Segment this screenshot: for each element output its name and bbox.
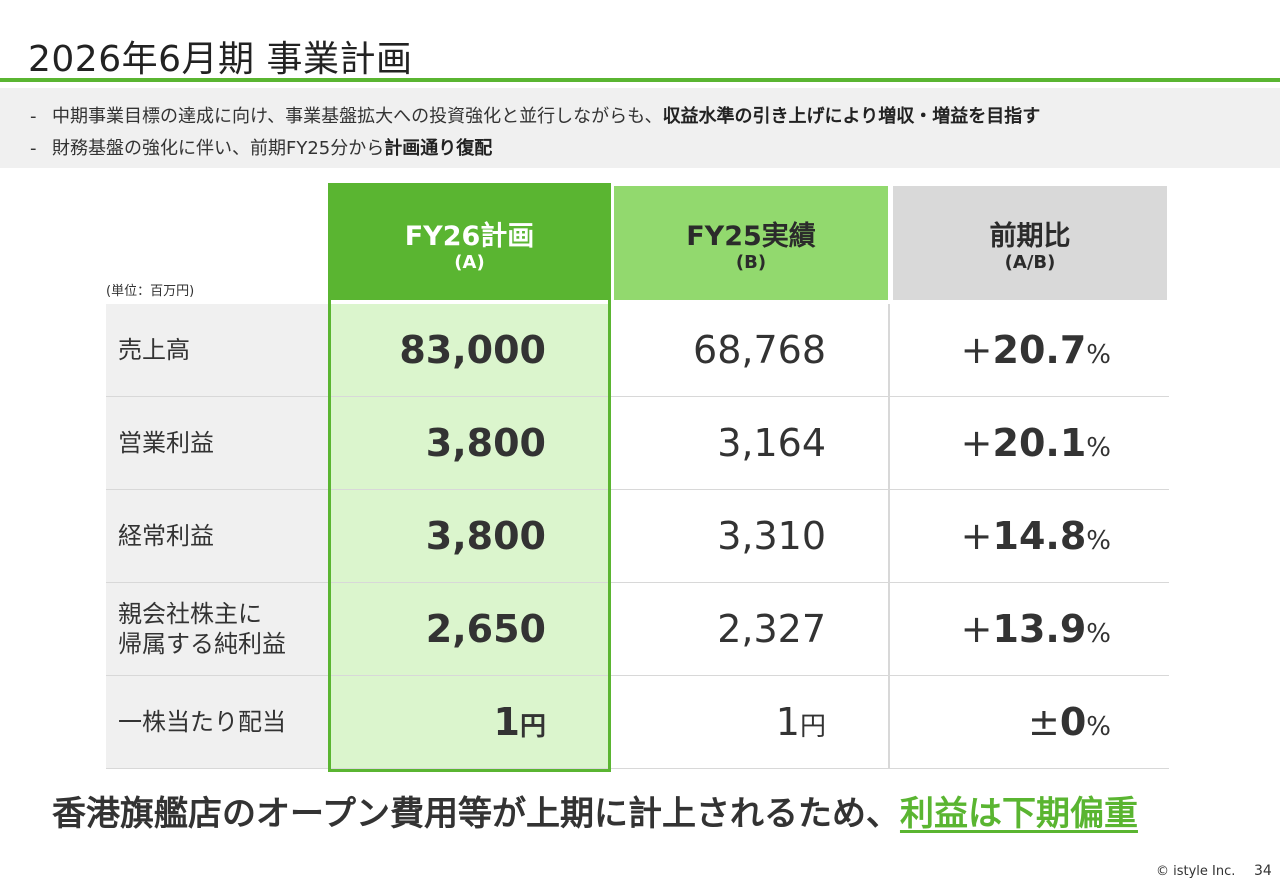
column-header-plan: FY26計画 (A)	[331, 186, 608, 300]
change-sign: ±	[1027, 700, 1060, 744]
change-sign: +	[960, 607, 993, 651]
table-row: 親会社株主に 帰属する純利益 2,650 2,327 +13.9%	[106, 583, 1169, 676]
plan-value: 3,800	[425, 514, 546, 558]
page-title: 2026年6月期 事業計画	[28, 39, 413, 80]
conclusion-body: 香港旗艦店のオープン費用等が上期に計上されるため、	[52, 794, 900, 834]
bullet-dash: -	[30, 138, 37, 159]
conclusion-highlight: 利益は下期偏重	[899, 794, 1138, 834]
actual-cell: 1円	[614, 676, 888, 768]
change-cell: +13.9%	[893, 583, 1169, 675]
table-row: 経常利益 3,800 3,310 +14.8%	[106, 490, 1169, 583]
plan-value: 1	[493, 700, 520, 744]
copyright: © istyle Inc.	[1156, 864, 1236, 879]
column-header-change: 前期比 (A/B)	[893, 186, 1167, 300]
change-value: 20.1	[992, 421, 1087, 465]
column-divider	[888, 304, 890, 769]
actual-cell: 68,768	[614, 304, 888, 396]
table-row: 売上高 83,000 68,768 +20.7%	[106, 304, 1169, 397]
change-sign: +	[960, 514, 993, 558]
bullet-item: - 中期事業目標の達成に向け、事業基盤拡大への投資強化と並行しながらも、収益水準の…	[30, 102, 1040, 128]
plan-value: 3,800	[425, 421, 546, 465]
row-divider	[106, 582, 1169, 583]
actual-cell: 2,327	[614, 583, 888, 675]
row-label: 経常利益	[106, 490, 328, 582]
plan-value: 2,650	[425, 607, 546, 651]
change-sign: +	[960, 328, 993, 372]
conclusion-text: 香港旗艦店のオープン費用等が上期に計上されるため、利益は下期偏重	[52, 786, 1138, 835]
plan-cell: 1円	[330, 676, 608, 768]
actual-value: 1	[775, 700, 800, 744]
change-value: 13.9	[992, 607, 1087, 651]
percent-sign: %	[1086, 712, 1111, 742]
title-underline	[0, 78, 1280, 82]
plan-cell: 83,000	[330, 304, 608, 396]
row-label: 売上高	[106, 304, 328, 396]
change-value: 14.8	[992, 514, 1087, 558]
column-header-label: FY25実績	[686, 221, 816, 252]
table-row: 営業利益 3,800 3,164 +20.1%	[106, 397, 1169, 490]
bullet-emphasis: 収益水準の引き上げにより増収・増益を目指す	[662, 106, 1041, 127]
row-label: 親会社株主に 帰属する純利益	[106, 583, 328, 675]
change-cell: ±0%	[893, 676, 1169, 768]
percent-sign: %	[1086, 340, 1111, 370]
actual-unit: 円	[799, 712, 826, 742]
plan-cell: 2,650	[330, 583, 608, 675]
actual-cell: 3,164	[614, 397, 888, 489]
change-cell: +14.8%	[893, 490, 1169, 582]
row-label-line: 帰属する純利益	[118, 630, 286, 658]
column-header-actual: FY25実績 (B)	[614, 186, 888, 300]
actual-value: 3,164	[717, 421, 826, 465]
plan-value: 83,000	[399, 328, 546, 372]
row-label: 一株当たり配当	[106, 676, 328, 768]
percent-sign: %	[1086, 619, 1111, 649]
change-value: 20.7	[992, 328, 1087, 372]
change-value: 0	[1059, 700, 1087, 744]
row-divider	[106, 396, 1169, 397]
plan-cell: 3,800	[330, 397, 608, 489]
plan-unit: 円	[519, 712, 546, 742]
unit-note: (単位：百万円)	[106, 284, 195, 299]
percent-sign: %	[1086, 433, 1111, 463]
row-divider	[106, 489, 1169, 490]
bullet-text: 中期事業目標の達成に向け、事業基盤拡大への投資強化と並行しながらも、	[52, 106, 663, 127]
bullet-item: - 財務基盤の強化に伴い、前期FY25分から計画通り復配	[30, 134, 492, 160]
bullet-text: 財務基盤の強化に伴い、前期FY25分から	[52, 138, 385, 159]
actual-cell: 3,310	[614, 490, 888, 582]
column-header-label: 前期比	[989, 221, 1071, 252]
row-divider	[106, 768, 1169, 769]
actual-value: 3,310	[717, 514, 826, 558]
row-divider	[106, 675, 1169, 676]
bullet-dash: -	[30, 106, 37, 127]
table-row: 一株当たり配当 1円 1円 ±0%	[106, 676, 1169, 769]
row-label: 営業利益	[106, 397, 328, 489]
actual-value: 2,327	[717, 607, 826, 651]
change-cell: +20.1%	[893, 397, 1169, 489]
percent-sign: %	[1086, 526, 1111, 556]
row-label-line: 親会社株主に	[118, 600, 262, 628]
column-header-sub: (A/B)	[1004, 252, 1056, 273]
column-header-sub: (B)	[735, 252, 767, 273]
column-header-label: FY26計画	[404, 221, 535, 252]
plan-cell: 3,800	[330, 490, 608, 582]
change-cell: +20.7%	[893, 304, 1169, 396]
bullet-emphasis: 計画通り復配	[384, 138, 493, 159]
page-number: 34	[1254, 863, 1272, 879]
change-sign: +	[960, 421, 993, 465]
summary-box: - 中期事業目標の達成に向け、事業基盤拡大への投資強化と並行しながらも、収益水準の…	[0, 88, 1280, 168]
column-header-sub: (A)	[454, 252, 485, 273]
actual-value: 68,768	[693, 328, 826, 372]
